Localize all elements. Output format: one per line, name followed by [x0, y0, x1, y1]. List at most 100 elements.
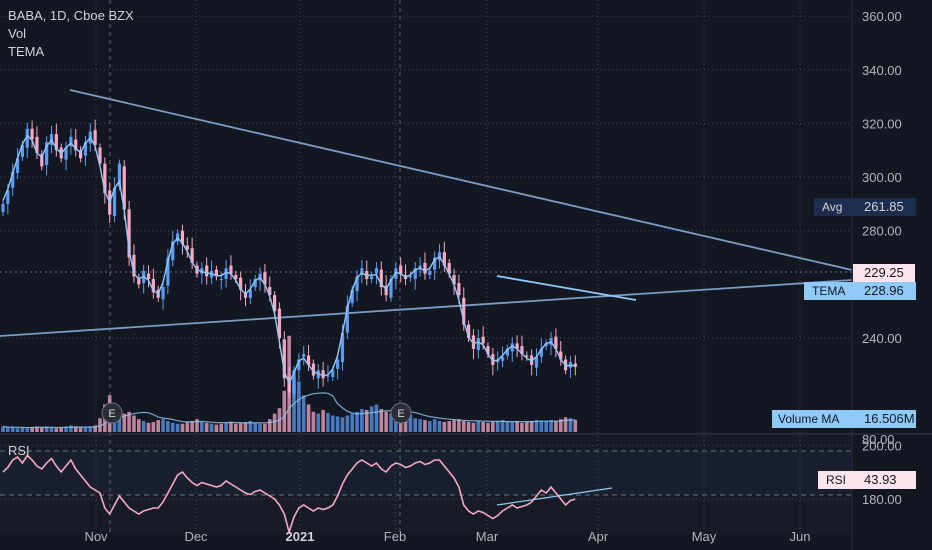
volume-bar — [500, 420, 505, 432]
candle-body — [408, 276, 412, 278]
volume-bar — [558, 419, 563, 432]
volume-bar — [297, 381, 301, 432]
candle-body — [442, 252, 446, 266]
price-tick-label: 200.00 — [862, 438, 902, 453]
candle-body — [370, 276, 374, 280]
volume-legend[interactable]: Vol — [8, 26, 26, 41]
volume-bar — [59, 427, 63, 432]
rsi-badge-value: 43.93 — [864, 472, 897, 487]
earnings-marker[interactable]: E — [390, 402, 412, 424]
candle-body — [428, 270, 432, 275]
volume-bar — [185, 421, 190, 432]
last-price-badge-background — [853, 264, 915, 282]
volume-bar — [491, 421, 495, 432]
earnings-marker[interactable]: E — [101, 402, 123, 424]
time-tick-label: May — [692, 529, 717, 544]
descending-trendline[interactable] — [69, 89, 853, 271]
candle-body — [243, 292, 248, 298]
candle-body — [171, 241, 175, 261]
candle-body — [273, 295, 277, 312]
volume-bar — [534, 420, 539, 432]
candle-body — [360, 268, 364, 275]
candle-body — [525, 355, 529, 357]
price-axis[interactable]: 360.00 340.00 320.00 300.00 280.00 240.00 200.… — [862, 9, 902, 507]
candle-body — [25, 128, 29, 148]
candle-body — [510, 343, 514, 352]
candle-body — [457, 283, 461, 296]
candle-body — [161, 287, 165, 300]
volume-bar — [190, 421, 194, 432]
candle-body — [505, 348, 509, 356]
volume-bar — [132, 415, 136, 432]
volume-bar — [54, 428, 59, 432]
volume-bar — [195, 419, 199, 432]
volume-bar — [350, 413, 354, 432]
volume-bar — [234, 423, 238, 432]
candle-body — [374, 268, 379, 274]
volume-bar — [204, 422, 209, 432]
avg-badge: Avg 261.85 — [814, 198, 916, 216]
volume-bar — [180, 423, 185, 432]
time-tick-label: Mar — [476, 529, 499, 544]
volume-bar — [166, 421, 170, 432]
volume-bar — [98, 418, 102, 432]
price-tick-label: 320.00 — [862, 116, 902, 131]
price-tick-label: 240.00 — [862, 331, 902, 346]
volume-bar — [44, 426, 49, 432]
volume-bar — [554, 421, 558, 432]
candle-body — [384, 285, 388, 296]
candle-body — [190, 248, 194, 263]
candle-body — [54, 134, 58, 151]
volume-bar — [321, 410, 325, 432]
volume-bar — [117, 415, 122, 432]
earnings-circle — [101, 402, 123, 424]
rsi-trendline[interactable] — [496, 487, 613, 506]
candle-body — [326, 375, 330, 377]
candle-body — [205, 265, 209, 277]
candle-body — [321, 370, 325, 379]
time-tick-label: Feb — [384, 529, 406, 544]
volume-bar — [505, 421, 510, 432]
candle-body — [452, 275, 456, 285]
time-tick-label: Dec — [184, 529, 208, 544]
candle-body — [98, 147, 102, 164]
rsi-legend[interactable]: RSI — [8, 443, 30, 458]
price-tick-label: 180.00 — [862, 492, 902, 507]
candle-body — [268, 287, 272, 296]
candle-body — [476, 338, 480, 351]
candle-body — [486, 346, 490, 355]
volume-ma-badge-value: 16.506M — [864, 411, 915, 426]
candle-body — [302, 354, 306, 357]
volume-bar — [248, 421, 253, 432]
ascending-trendline[interactable] — [0, 279, 853, 337]
candle-body — [137, 277, 141, 285]
volume-bar — [137, 419, 141, 432]
volume-bar — [432, 419, 437, 432]
volume-bar — [10, 427, 15, 432]
symbol-legend[interactable]: BABA, 1D, Cboe BZX — [8, 8, 134, 23]
tema-legend[interactable]: TEMA — [8, 44, 44, 59]
volume-bar — [413, 418, 418, 432]
volume-bar — [69, 425, 73, 432]
time-axis[interactable]: Nov Dec 2021 Feb Mar Apr May Jun — [84, 529, 810, 544]
candle-body — [481, 336, 485, 344]
volume-bar — [224, 422, 228, 432]
candle-body — [500, 356, 505, 361]
candle-body — [544, 343, 548, 347]
candle-body — [146, 273, 151, 280]
candle-body — [15, 158, 20, 174]
earnings-label: E — [108, 408, 115, 420]
volume-bar — [78, 427, 83, 432]
volume-bar — [379, 409, 384, 432]
price-tick-label: 300.00 — [862, 170, 902, 185]
volume-bar — [520, 422, 524, 432]
candle-body — [64, 147, 68, 160]
candle-body — [345, 305, 349, 333]
support-trendline[interactable] — [496, 275, 637, 301]
rsi-badge-background — [818, 471, 916, 489]
candle-body — [355, 276, 359, 292]
volume-bar — [219, 423, 224, 432]
candle-body — [74, 139, 78, 151]
volume-bar — [200, 421, 204, 432]
